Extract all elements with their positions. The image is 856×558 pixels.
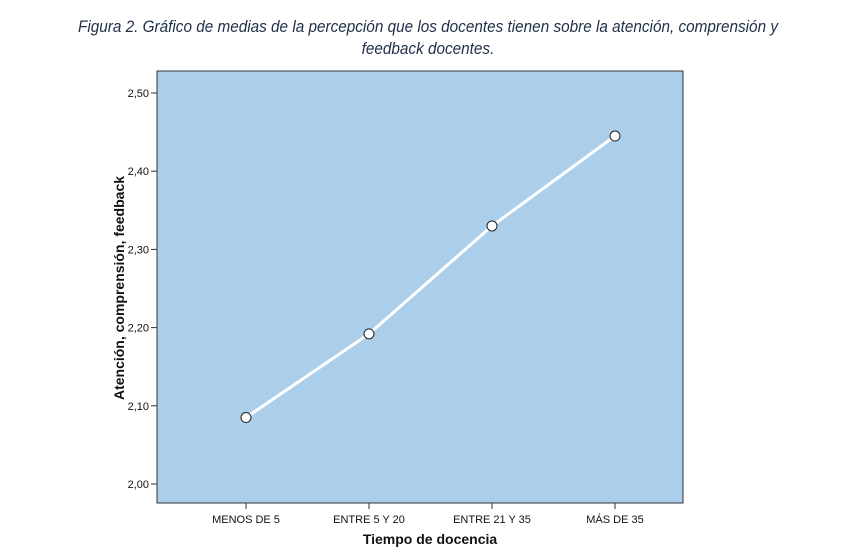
x-axis-title: Tiempo de docencia (363, 531, 498, 547)
y-tick-label: 2,20 (128, 323, 149, 335)
data-point-marker (609, 130, 621, 142)
series-line (245, 134, 616, 419)
y-tick-label: 2,10 (128, 401, 149, 413)
plot-area (156, 70, 684, 504)
data-point-marker (240, 412, 252, 424)
y-tick-label: 2,40 (128, 166, 149, 178)
y-tick-label: 2,30 (128, 244, 149, 256)
series-means (240, 130, 621, 424)
data-point-marker (363, 328, 375, 340)
data-point-marker (486, 220, 498, 232)
figure-caption-line-2: feedback docentes. (361, 39, 495, 58)
y-tick-label: 2,00 (128, 479, 149, 491)
x-tick-label: ENTRE 21 Y 35 (453, 514, 531, 526)
x-axis-ticks: MENOS DE 5 ENTRE 5 Y 20 ENTRE 21 Y 35 MÁS D… (212, 503, 644, 526)
x-tick-label: ENTRE 5 Y 20 (333, 514, 405, 526)
y-axis-title: Atención, comprensión, feedback (111, 176, 127, 400)
y-tick-label: 2,50 (128, 88, 149, 100)
y-axis-ticks: 2,00 2,10 2,20 2,30 2,40 2,50 (128, 88, 157, 491)
figure-caption-line-1: Figura 2. Gráfico de medias de la percep… (78, 17, 778, 36)
x-tick-label: MENOS DE 5 (212, 514, 280, 526)
x-tick-label: MÁS DE 35 (586, 513, 643, 526)
figure-caption: Figura 2. Gráfico de medias de la percep… (43, 16, 813, 60)
